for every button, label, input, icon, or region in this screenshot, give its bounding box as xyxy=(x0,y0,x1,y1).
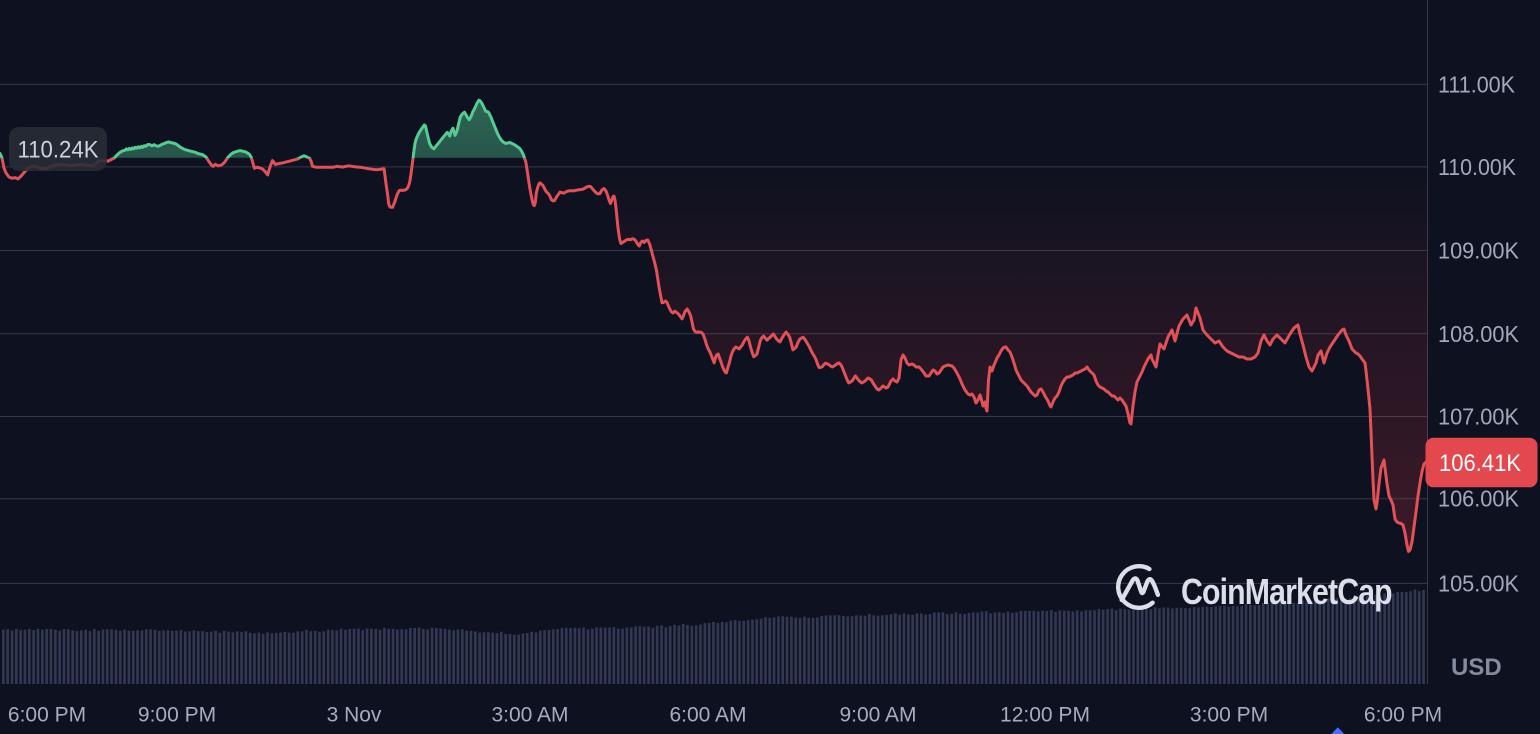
svg-text:3:00 AM: 3:00 AM xyxy=(491,704,568,727)
svg-text:12:00 PM: 12:00 PM xyxy=(1000,704,1090,727)
svg-text:110.24K: 110.24K xyxy=(18,137,100,164)
svg-text:111.00K: 111.00K xyxy=(1438,71,1516,97)
svg-text:105.00K: 105.00K xyxy=(1438,570,1520,596)
svg-text:USD: USD xyxy=(1451,654,1502,681)
svg-text:6:00 PM: 6:00 PM xyxy=(1364,704,1442,727)
svg-text:9:00 PM: 9:00 PM xyxy=(138,704,216,727)
svg-text:6:00 PM: 6:00 PM xyxy=(8,704,86,727)
svg-text:106.41K: 106.41K xyxy=(1439,450,1522,477)
svg-text:3:00 PM: 3:00 PM xyxy=(1190,704,1268,727)
svg-text:CoinMarketCap: CoinMarketCap xyxy=(1181,573,1392,613)
svg-text:110.00K: 110.00K xyxy=(1438,154,1517,180)
svg-text:3 Nov: 3 Nov xyxy=(327,704,382,727)
svg-text:108.00K: 108.00K xyxy=(1438,321,1520,347)
svg-text:107.00K: 107.00K xyxy=(1438,404,1520,430)
svg-text:109.00K: 109.00K xyxy=(1438,238,1520,264)
svg-text:6:00 AM: 6:00 AM xyxy=(669,704,746,727)
svg-text:9:00 AM: 9:00 AM xyxy=(839,704,916,727)
svg-text:106.00K: 106.00K xyxy=(1438,486,1520,512)
